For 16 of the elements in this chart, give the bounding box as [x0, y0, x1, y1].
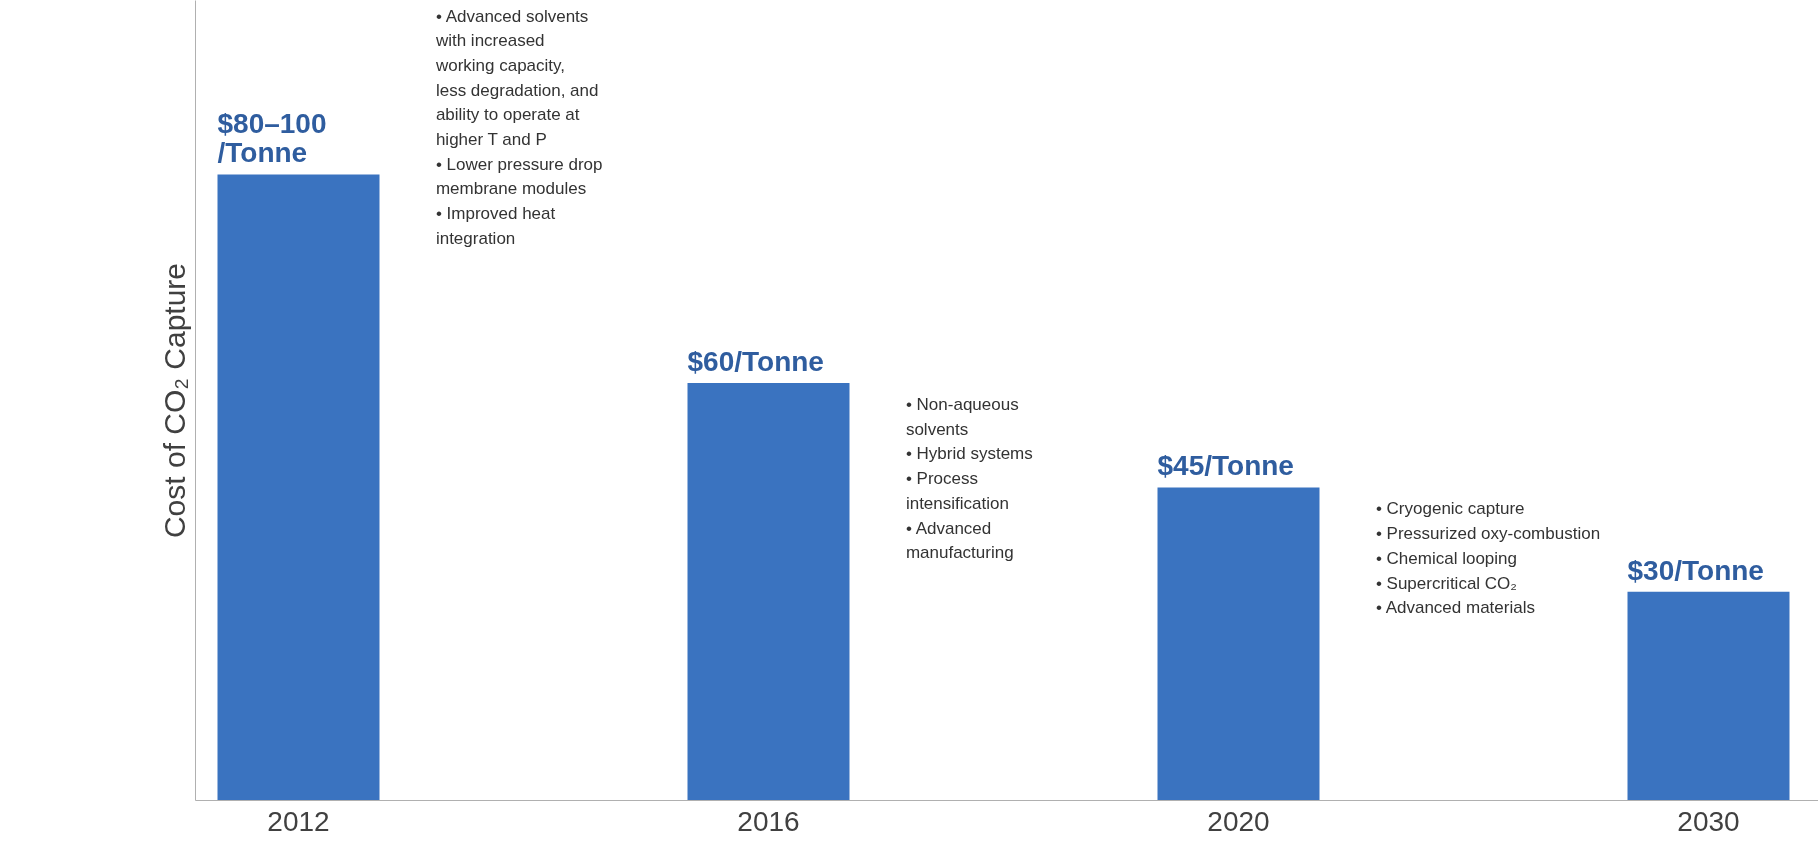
bar [217, 174, 380, 801]
x-tick-label: 2030 [1677, 805, 1740, 837]
bar [687, 383, 850, 801]
data-label: $60/Tonne [687, 346, 824, 378]
y-axis-title: Cost of CO₂ Capture [157, 262, 191, 539]
annotation: • Non-aqueous solvents • Hybrid systems • Process intensification • Advanced manufacturing [905, 395, 1033, 563]
data-label: $80–100 /Tonne [217, 107, 327, 169]
text: • Advanced solvents with increased working capacity, less degradation, and ability to operate at higher T and P • Lower pressure drop membrane modules • Improved heat integration [435, 6, 603, 248]
x-tick-label: 2012 [267, 805, 330, 837]
bar [1157, 487, 1320, 801]
bar [1627, 591, 1790, 801]
x-tick-label: 2016 [737, 805, 800, 837]
data-label: $45/Tonne [1157, 450, 1294, 482]
x-tick-label: 2020 [1207, 805, 1270, 837]
data-label: $30/Tonne [1627, 554, 1764, 586]
annotation: • Cryogenic capture • Pressurized oxy-combustion • Chemical looping • Supercritical CO₂ • Advanced materials [1375, 499, 1601, 618]
